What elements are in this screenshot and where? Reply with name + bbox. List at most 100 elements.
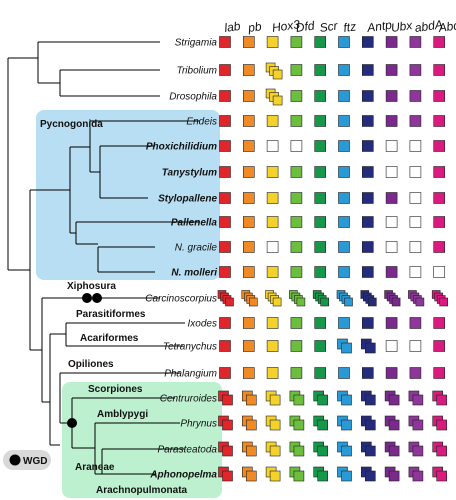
gene-copy-square (314, 140, 327, 152)
gene-copy-square (222, 470, 233, 482)
gene-copy-square (290, 166, 303, 178)
matrix-cell (219, 367, 231, 379)
matrix-cell (290, 90, 303, 102)
matrix-cell (361, 317, 374, 329)
taxon-label: Aphonopelma (149, 470, 217, 481)
gene-copy-square (314, 115, 327, 127)
matrix-cell (360, 466, 376, 482)
gene-absent-square (290, 140, 303, 152)
taxon-label: N. molleri (171, 268, 217, 279)
matrix-cell (266, 166, 279, 178)
matrix-cell (265, 62, 283, 80)
gene-copy-square (314, 317, 327, 329)
matrix-cell (409, 367, 422, 379)
matrix-cell (242, 415, 257, 431)
gene-copy-square (314, 216, 327, 228)
wgd-legend-dot (9, 454, 21, 466)
phylogenetic-tree (7, 41, 200, 475)
matrix-cell (409, 166, 422, 178)
gene-copy-square (219, 216, 231, 228)
wgd-marker-xiphosura-2 (92, 293, 102, 303)
matrix-cell (243, 115, 255, 127)
gene-copy-square (385, 115, 398, 127)
matrix-cell (361, 166, 374, 178)
gene-absent-square (385, 241, 398, 253)
gene-absent-square (409, 166, 422, 178)
gene-copy-square (409, 36, 422, 48)
matrix-cell (290, 140, 303, 152)
matrix-cell (243, 216, 255, 228)
gene-copy-square (246, 470, 257, 482)
taxon-label: Tanystylum (162, 168, 217, 179)
gene-copy-square (364, 445, 376, 457)
matrix-cell (243, 140, 255, 152)
matrix-cell (265, 290, 282, 307)
gene-copy-square (338, 140, 350, 152)
gene-copy-square (385, 64, 398, 76)
gene-copy-square (391, 297, 401, 307)
gene-copy-square (219, 166, 231, 178)
matrix-cell (337, 390, 352, 406)
taxon-label: Phalangium (164, 369, 217, 380)
matrix-cell (360, 441, 376, 457)
gene-copy-square (243, 115, 255, 127)
matrix-cell (314, 192, 327, 204)
gene-copy-square (314, 64, 327, 76)
gene-copy-square (388, 445, 400, 457)
gene-copy-square (433, 166, 446, 178)
gene-copy-square (385, 317, 398, 329)
gene-copy-square (436, 394, 448, 406)
matrix-cell (360, 390, 376, 406)
gene-copy-square (269, 445, 281, 457)
gene-copy-square (266, 166, 279, 178)
matrix-cell (433, 64, 446, 76)
gene-copy-square (296, 297, 306, 307)
matrix-cell (290, 36, 303, 48)
gene-copy-square (219, 241, 231, 253)
gene-copy-square (219, 90, 231, 102)
matrix-cell (314, 340, 327, 352)
matrix-cell (385, 90, 398, 102)
matrix-cell (313, 441, 329, 457)
gene-copy-square (219, 64, 231, 76)
matrix-cell (265, 466, 281, 482)
gene-absent-square (266, 241, 279, 253)
matrix-cell (433, 140, 446, 152)
gene-absent-square (409, 266, 422, 278)
gene-copy-square (219, 340, 231, 352)
matrix-cell (219, 192, 231, 204)
matrix-cell (218, 466, 233, 482)
gene-copy-square (433, 367, 446, 379)
gene-copy-square (388, 470, 400, 482)
matrix-cell (409, 36, 422, 48)
matrix-cell (409, 90, 422, 102)
gene-copy-square (266, 216, 279, 228)
matrix-cell (218, 441, 233, 457)
gene-copy-square (338, 241, 350, 253)
clade-label-parasitiformes: Parasitiformes (76, 309, 146, 320)
matrix-cell (408, 290, 425, 307)
gene-absent-square (409, 340, 422, 352)
matrix-cell (361, 140, 374, 152)
clade-label-scorpiones: Scorpiones (88, 384, 143, 395)
gene-copy-square (361, 64, 374, 76)
matrix-cell (433, 36, 446, 48)
gene-copy-square (385, 90, 398, 102)
matrix-cell (337, 466, 352, 482)
gene-copy-square (338, 266, 350, 278)
taxon-label: Parasteatoda (158, 445, 218, 456)
gene-copy-square (243, 340, 255, 352)
matrix-cell (219, 166, 231, 178)
matrix-cell (242, 390, 257, 406)
gene-copy-square (219, 140, 231, 152)
matrix-cell (433, 317, 446, 329)
matrix-cell (338, 266, 350, 278)
gene-copy-square (361, 367, 374, 379)
matrix-cell (337, 441, 352, 457)
gene-copy-square (243, 266, 255, 278)
matrix-cell (290, 340, 303, 352)
matrix-cell (409, 317, 422, 329)
matrix-cell (243, 367, 255, 379)
matrix-cell (338, 64, 350, 76)
gene-absent-square (409, 192, 422, 204)
